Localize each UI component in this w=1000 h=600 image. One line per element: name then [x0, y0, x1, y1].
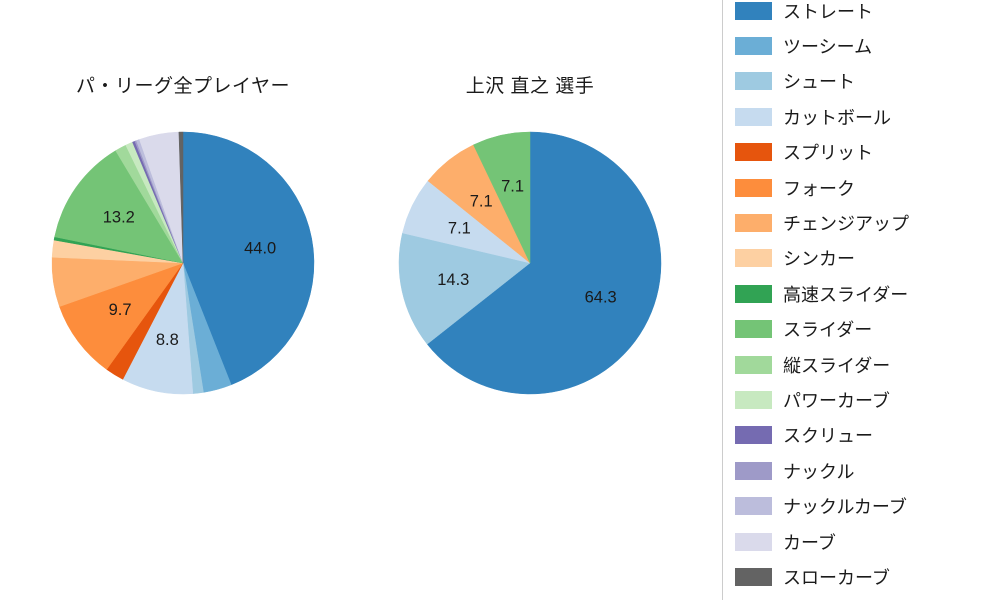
legend-item-sinker: シンカー [735, 241, 1000, 276]
legend-swatch-screw [735, 426, 772, 445]
pie-slice-shoot [398, 232, 531, 345]
legend-label-fork: フォーク [783, 178, 855, 199]
legend-item-split: スプリット [735, 135, 1000, 170]
pie-percent-label-straight: 64.3 [585, 288, 617, 306]
legend-swatch-slider [735, 320, 772, 339]
pie-slice-slider [54, 150, 184, 264]
legend-item-screw: スクリュー [735, 418, 1000, 453]
pie-slice-slow-curve [178, 131, 184, 264]
legend-label-power-curve: パワーカーブ [783, 390, 890, 411]
legend-swatch-vertical-slider [735, 355, 772, 374]
pie-percent-label-shoot: 14.3 [437, 271, 469, 289]
legend-swatch-power-curve [735, 390, 772, 409]
legend-item-changeup: チェンジアップ [735, 205, 1000, 240]
legend-label-curve: カーブ [783, 532, 836, 553]
player-chart-title: 上沢 直之 選手 [465, 76, 595, 97]
legend-swatch-fork [735, 178, 772, 197]
legend-swatch-curve [735, 532, 772, 551]
legend-label-two-seam: ツーシーム [783, 37, 873, 58]
legend-item-knuckle: ナックル [735, 453, 1000, 488]
legend-item-fork: フォーク [735, 170, 1000, 205]
legend-label-sinker: シンカー [783, 249, 855, 270]
legend-item-slow-curve: スローカーブ [735, 559, 1000, 594]
legend-swatch-two-seam [735, 37, 772, 56]
legend-swatch-straight [735, 1, 772, 20]
legend-item-curve: カーブ [735, 524, 1000, 559]
pie-percent-label-cut-ball: 8.8 [156, 331, 179, 349]
legend-label-screw: スクリュー [783, 426, 873, 447]
legend-item-shoot: シュート [735, 64, 1000, 99]
pie-slice-straight [426, 131, 662, 395]
legend-item-straight: ストレート [735, 0, 1000, 28]
legend-swatch-fast-slider [735, 284, 772, 303]
pie-percent-label-fork: 9.7 [109, 301, 132, 319]
pie-slice-straight [182, 131, 315, 386]
legend-label-knuckle: ナックル [783, 461, 855, 482]
league-pie-chart: 44.0 8.8 9.7 13.2 [51, 131, 315, 395]
legend-item-two-seam: ツーシーム [735, 28, 1000, 63]
league-chart-title: パ・リーグ全プレイヤー [76, 76, 290, 97]
legend-swatch-cut-ball [735, 107, 772, 126]
legend-swatch-slow-curve [735, 567, 772, 586]
pie-slice-slider [473, 131, 531, 264]
pie-slice-fork [59, 262, 184, 370]
legend-item-power-curve: パワーカーブ [735, 382, 1000, 417]
pie-percent-label-slider: 13.2 [103, 209, 135, 227]
legend-item-fast-slider: 高速スライダー [735, 276, 1000, 311]
legend-item-cut-ball: カットボール [735, 99, 1000, 134]
pie-percent-label-changeup: 7.1 [470, 192, 493, 210]
legend-swatch-knuckle [735, 461, 772, 480]
legend-label-cut-ball: カットボール [783, 107, 891, 128]
legend-label-slow-curve: スローカーブ [783, 567, 890, 588]
legend-swatch-changeup [735, 214, 772, 233]
legend-label-fast-slider: 高速スライダー [783, 284, 909, 305]
legend-label-vertical-slider: 縦スライダー [783, 355, 891, 376]
legend-swatch-knuckle-curve [735, 497, 772, 516]
pie-percent-label-slider: 7.1 [501, 177, 524, 195]
legend-label-changeup: チェンジアップ [783, 214, 909, 235]
legend-item-slider: スライダー [735, 312, 1000, 347]
legend-item-vertical-slider: 縦スライダー [735, 347, 1000, 382]
pie-percent-label-cut-ball: 7.1 [448, 220, 471, 238]
legend-label-split: スプリット [783, 143, 873, 164]
legend-label-straight: ストレート [783, 1, 873, 22]
legend-label-shoot: シュート [783, 72, 855, 93]
pie-percent-label-straight: 44.0 [244, 239, 276, 257]
legend-label-slider: スライダー [783, 320, 873, 341]
player-pie-chart: 64.3 14.3 7.1 7.1 7.1 [398, 131, 662, 395]
legend-item-knuckle-curve: ナックルカーブ [735, 488, 1000, 523]
legend-swatch-split [735, 143, 772, 162]
legend-swatch-sinker [735, 249, 772, 268]
legend-swatch-shoot [735, 72, 772, 91]
legend-label-knuckle-curve: ナックルカーブ [783, 497, 907, 518]
pitch-type-legend: ストレートツーシームシュートカットボール スプリットフォークチェンジアップ シンカー… [722, 0, 1000, 600]
